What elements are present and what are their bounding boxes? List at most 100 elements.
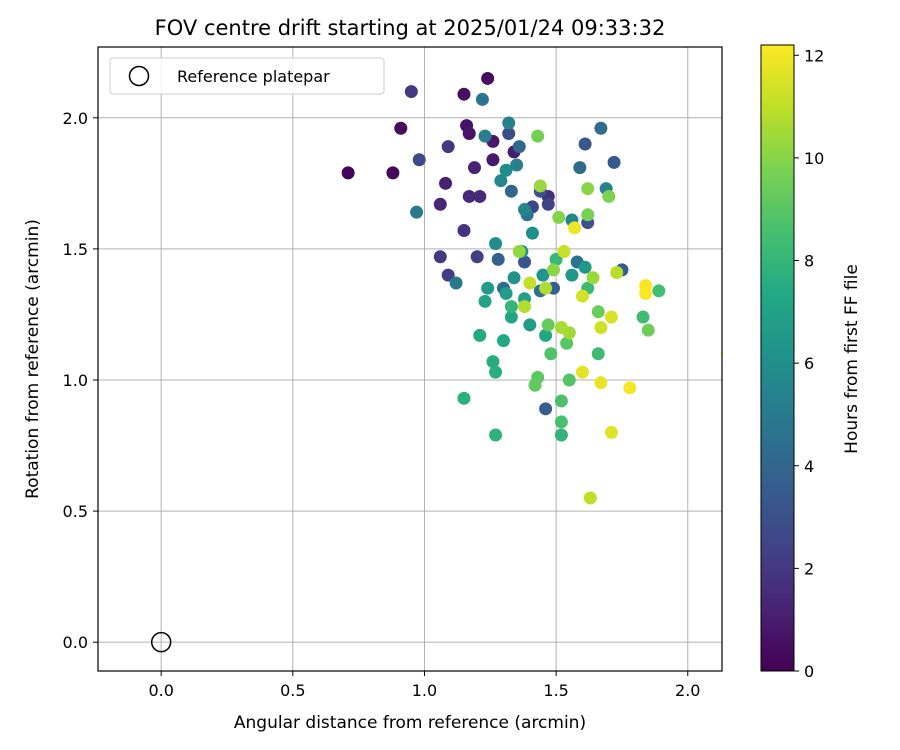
data-point [481,71,495,85]
y-tick-label: 0.0 [63,633,88,652]
y-axis-label: Rotation from reference (arcmin) [23,219,43,499]
data-point [433,197,447,211]
data-point [404,85,418,99]
data-point [591,347,605,361]
data-point [486,153,500,167]
data-point [610,265,624,279]
plot-frame [97,46,723,672]
data-point [636,310,650,324]
data-point [512,140,526,154]
data-point [623,381,637,395]
data-point [639,286,653,300]
x-axis-ticks: 0.0 0.5 1.0 1.5 2.0 [148,671,700,700]
data-point [496,334,510,348]
data-point [502,127,516,141]
colorbar-label: Hours from first FF file [842,264,862,454]
data-point [523,276,537,290]
data-point [565,268,579,282]
data-point [546,263,560,277]
data-point [539,281,553,295]
data-point [507,271,521,285]
colorbar: 0 2 4 6 8 10 12 Hours from first FF file [760,44,862,681]
data-point [554,394,568,408]
y-tick-label: 0.5 [63,502,88,521]
data-point [478,294,492,308]
x-tick-label: 2.0 [675,681,700,700]
data-point [410,205,424,219]
data-point [604,425,618,439]
x-tick-label: 0.5 [280,681,305,700]
data-point [641,323,655,337]
data-point [581,208,595,222]
data-point [462,127,476,141]
data-point [491,252,505,266]
data-point [604,310,618,324]
data-point [341,166,355,180]
data-point [457,391,471,405]
data-point [581,182,595,196]
x-axis-label: Angular distance from reference (arcmin) [234,713,586,733]
legend-marker-icon [128,65,150,87]
data-point [394,121,408,135]
data-point [449,276,463,290]
data-point [573,161,587,175]
data-point [541,318,555,332]
y-tick-label: 1.5 [63,240,88,259]
data-point [575,289,589,303]
data-point [560,336,574,350]
data-point [568,221,582,235]
data-point [523,318,537,332]
x-tick-label: 0.0 [148,681,173,700]
data-point [541,197,555,211]
data-point [594,121,608,135]
data-point [470,250,484,264]
legend-box [109,57,385,95]
data-point [439,176,453,190]
data-point [489,365,503,379]
y-axis-ticks: 0.0 0.5 1.0 1.5 2.0 [63,109,98,652]
data-point [473,328,487,342]
data-point [504,184,518,198]
data-point [544,347,558,361]
data-point [575,365,589,379]
colorbar-tick-label: 6 [804,354,814,373]
data-point [528,378,542,392]
data-point [536,268,550,282]
grid-lines [98,47,722,671]
data-point [481,281,495,295]
data-point [518,300,532,314]
colorbar-tick-label: 10 [804,149,824,168]
data-point [489,237,503,251]
data-point [531,129,545,143]
y-tick-label: 2.0 [63,109,88,128]
data-point [594,321,608,335]
data-point [583,491,597,505]
colorbar-tick-label: 2 [804,559,814,578]
data-point [441,268,455,282]
data-point [552,210,566,224]
data-point [557,245,571,259]
chart-title: FOV centre drift starting at 2025/01/24 … [155,16,666,40]
colorbar-tick-label: 12 [804,46,824,65]
data-point [494,174,508,188]
data-point [591,305,605,319]
data-point [562,373,576,387]
legend: Reference platepar [109,57,385,95]
reference-marker [150,631,172,653]
data-point [412,153,426,167]
data-point [518,255,532,269]
data-point [533,179,547,193]
data-point [386,166,400,180]
data-point [457,224,471,238]
data-point [478,129,492,143]
data-point [554,321,568,335]
data-point [602,189,616,203]
data-point [510,158,524,172]
data-point [473,189,487,203]
reference-platepar-point [150,631,172,653]
x-tick-label: 1.0 [412,681,437,700]
data-point [586,271,600,285]
data-point [475,92,489,106]
data-point [468,161,482,175]
